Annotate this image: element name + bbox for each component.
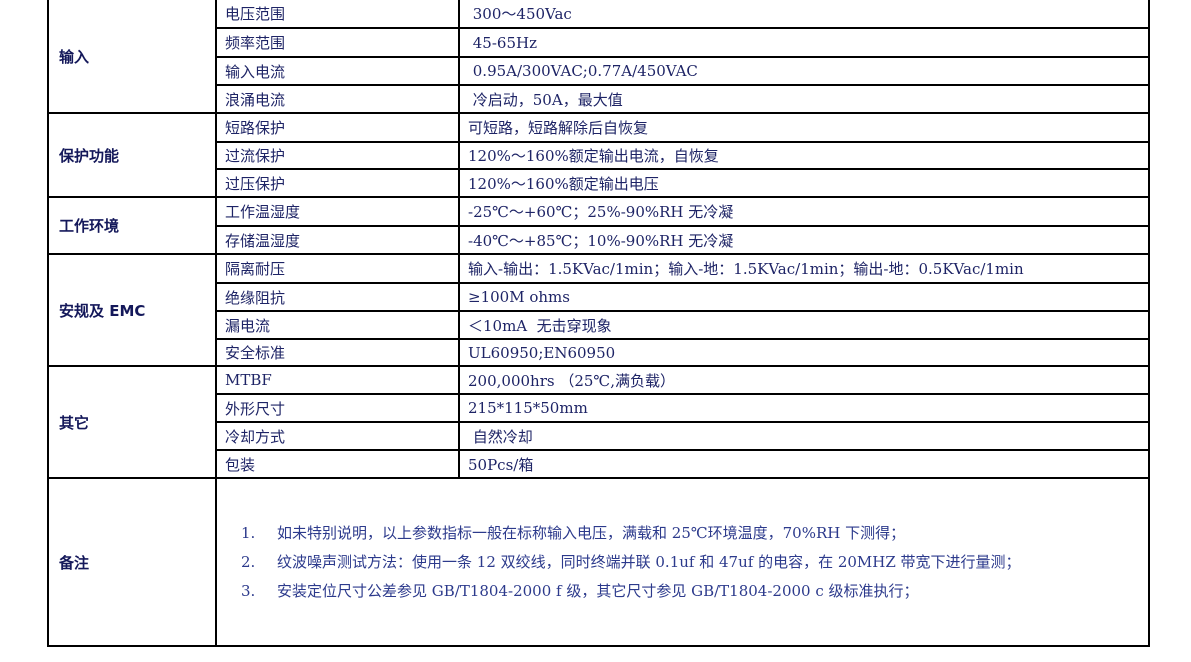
note-number: 1. bbox=[241, 523, 256, 542]
param-value: 可短路，短路解除后自恢复 bbox=[458, 112, 1150, 143]
table-row: 保护功能 短路保护 可短路，短路解除后自恢复 bbox=[47, 112, 1150, 198]
param-name: 安全标准 bbox=[215, 338, 460, 367]
param-name: 频率范围 bbox=[215, 27, 460, 58]
param-name: 绝缘阻抗 bbox=[215, 282, 460, 312]
group-label: 安规及 EMC bbox=[47, 253, 217, 367]
table-row: 绝缘阻抗 ≥100M ohms bbox=[48, 282, 1150, 312]
param-name: 隔离耐压 bbox=[215, 253, 460, 284]
table-row: 工作环境 工作温湿度 -25℃～+60℃；25%-90%RH 无冷凝 bbox=[47, 196, 1150, 255]
table-row: 外形尺寸 215*115*50mm bbox=[48, 393, 1150, 423]
note-text: 纹波噪声测试方法：使用一条 12 双绞线，同时终端并联 0.1uf 和 47uf… bbox=[277, 552, 1021, 571]
param-value: ＜10mA 无击穿现象 bbox=[458, 310, 1150, 340]
param-value: 输入-输出：1.5KVac/1min；输入-地：1.5KVac/1min；输出-… bbox=[458, 253, 1150, 284]
notes-list: 1. 如未特别说明，以上参数指标一般在标称输入电压，满载和 25℃环境温度，70%… bbox=[215, 477, 1150, 647]
param-value: 215*115*50mm bbox=[458, 393, 1150, 423]
note-number: 2. bbox=[241, 552, 256, 571]
param-value: 50Pcs/箱 bbox=[458, 449, 1150, 479]
param-value: 0.95A/300VAC;0.77A/450VAC bbox=[458, 56, 1150, 86]
param-value: 300～450Vac bbox=[458, 0, 1150, 29]
notes-row: 备注 1. 如未特别说明，以上参数指标一般在标称输入电压，满载和 25℃环境温度，7… bbox=[47, 477, 1150, 647]
table-row: 存储温湿度 -40℃～+85℃；10%-90%RH 无冷凝 bbox=[48, 225, 1150, 255]
param-name: MTBF bbox=[215, 365, 460, 395]
table-row: 频率范围 45-65Hz bbox=[48, 27, 1150, 58]
param-value: 120%～160%额定输出电流，自恢复 bbox=[458, 141, 1150, 170]
table-row: 漏电流 ＜10mA 无击穿现象 bbox=[48, 310, 1150, 340]
param-name: 冷却方式 bbox=[215, 421, 460, 451]
table-row: 冷却方式 自然冷却 bbox=[48, 421, 1150, 451]
note-text: 如未特别说明，以上参数指标一般在标称输入电压，满载和 25℃环境温度，70%RH… bbox=[277, 523, 906, 542]
group-label: 工作环境 bbox=[47, 196, 217, 255]
table-row: 过流保护 120%～160%额定输出电流，自恢复 bbox=[48, 141, 1150, 170]
note-number: 3. bbox=[241, 581, 256, 600]
group-label: 输入 bbox=[47, 0, 217, 114]
table-row: 其它 MTBF 200,000hrs （25℃,满负载） bbox=[47, 365, 1150, 479]
param-name: 过压保护 bbox=[215, 168, 460, 198]
param-name: 电压范围 bbox=[215, 0, 460, 29]
param-name: 输入电流 bbox=[215, 56, 460, 86]
table-row: 安全标准 UL60950;EN60950 bbox=[48, 338, 1150, 367]
param-value: 自然冷却 bbox=[458, 421, 1150, 451]
note-item: 2. 纹波噪声测试方法：使用一条 12 双绞线，同时终端并联 0.1uf 和 47… bbox=[241, 548, 1147, 577]
group-label: 其它 bbox=[47, 365, 217, 479]
param-name: 短路保护 bbox=[215, 112, 460, 143]
param-value: 45-65Hz bbox=[458, 27, 1150, 58]
param-name: 存储温湿度 bbox=[215, 225, 460, 255]
param-value: 200,000hrs （25℃,满负载） bbox=[458, 365, 1150, 395]
table-row: 输入电流 0.95A/300VAC;0.77A/450VAC bbox=[48, 56, 1150, 86]
param-name: 浪涌电流 bbox=[215, 84, 460, 114]
note-item: 3. 安装定位尺寸公差参见 GB/T1804-2000 f 级，其它尺寸参见 GB… bbox=[241, 577, 1147, 606]
param-value: -40℃～+85℃；10%-90%RH 无冷凝 bbox=[458, 225, 1150, 255]
notes-label: 备注 bbox=[47, 477, 217, 647]
table-row: 过压保护 120%～160%额定输出电压 bbox=[48, 168, 1150, 198]
table-row: 浪涌电流 冷启动，50A，最大值 bbox=[48, 84, 1150, 114]
note-item: 1. 如未特别说明，以上参数指标一般在标称输入电压，满载和 25℃环境温度，70%… bbox=[241, 519, 1147, 548]
param-value: -25℃～+60℃；25%-90%RH 无冷凝 bbox=[458, 196, 1150, 227]
param-name: 过流保护 bbox=[215, 141, 460, 170]
table-row: 安规及 EMC 隔离耐压 输入-输出：1.5KVac/1min；输入-地：1.5KV… bbox=[47, 253, 1150, 367]
table-row: 包装 50Pcs/箱 bbox=[48, 449, 1150, 479]
param-name: 外形尺寸 bbox=[215, 393, 460, 423]
note-text: 安装定位尺寸公差参见 GB/T1804-2000 f 级，其它尺寸参见 GB/T… bbox=[277, 581, 919, 600]
param-name: 工作温湿度 bbox=[215, 196, 460, 227]
spec-table: 输入 电压范围 300～450Vac 频率范围 45-65Hz 输入电流 0.95A/… bbox=[47, 0, 1150, 647]
param-name: 包装 bbox=[215, 449, 460, 479]
table-row: 输入 电压范围 300～450Vac bbox=[47, 0, 1150, 114]
param-name: 漏电流 bbox=[215, 310, 460, 340]
param-value: UL60950;EN60950 bbox=[458, 338, 1150, 367]
param-value: ≥100M ohms bbox=[458, 282, 1150, 312]
group-label: 保护功能 bbox=[47, 112, 217, 198]
param-value: 120%～160%额定输出电压 bbox=[458, 168, 1150, 198]
param-value: 冷启动，50A，最大值 bbox=[458, 84, 1150, 114]
